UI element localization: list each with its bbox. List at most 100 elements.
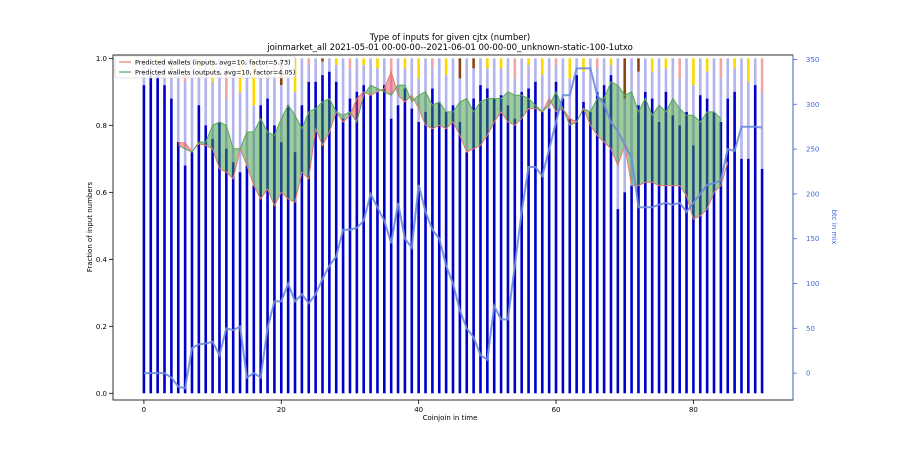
bar-top — [705, 58, 709, 72]
bar-fresh — [575, 75, 578, 394]
bar-remix — [238, 91, 242, 173]
bar-fresh — [424, 111, 427, 394]
y-right-tick-label: 150 — [806, 235, 819, 243]
bar-top — [451, 58, 455, 72]
bar-top — [685, 58, 688, 76]
bar-fresh — [328, 71, 331, 394]
bar-remix — [410, 75, 414, 109]
bar-remix — [403, 68, 407, 89]
bar-top — [534, 58, 537, 66]
bar-fresh — [664, 91, 668, 394]
bar-top — [314, 58, 317, 66]
bar-fresh — [671, 115, 675, 394]
fill-outputs-segment — [487, 98, 495, 136]
bar-fresh — [431, 88, 434, 394]
fill-outputs-segment — [308, 108, 316, 179]
bar-fresh — [149, 75, 153, 394]
bar-top — [644, 58, 647, 69]
bar-remix — [334, 65, 338, 82]
bar-remix — [259, 75, 262, 106]
bar-fresh — [176, 142, 180, 394]
bar-fresh — [499, 95, 503, 394]
bar-fresh — [637, 105, 640, 394]
bar-fresh — [527, 88, 530, 394]
bar-remix — [273, 81, 276, 126]
bar-top — [225, 58, 228, 99]
bar-remix — [760, 91, 764, 169]
bar-fresh — [245, 165, 249, 394]
bar-fresh — [692, 145, 695, 394]
fill-outputs-segment — [246, 132, 254, 186]
bar-remix — [376, 68, 379, 92]
bar-top — [561, 58, 565, 69]
fill-outputs-segment — [315, 101, 323, 146]
y-axis-label: Fraction of input numbers — [86, 181, 94, 272]
fill-outputs-segment — [514, 95, 522, 126]
bar-top — [712, 58, 716, 76]
bar-fresh — [554, 81, 558, 394]
fill-outputs-segment — [473, 101, 481, 149]
bar-top — [389, 58, 393, 79]
y-right-tick-label: 50 — [806, 325, 815, 333]
bar-fresh — [616, 209, 620, 394]
bar-top — [595, 58, 599, 69]
bar-remix — [753, 65, 757, 86]
bar-remix — [183, 81, 187, 166]
bar-fresh — [341, 118, 345, 394]
bar-fresh — [355, 91, 359, 394]
x-tick-label: 80 — [689, 406, 698, 414]
y-axis-right-label: btc in mix — [830, 210, 838, 245]
fill-outputs-segment — [253, 118, 261, 200]
bar-remix — [170, 71, 173, 99]
bar-top — [376, 58, 379, 69]
bar-top — [492, 58, 496, 69]
chart-subtitle: joinmarket_all 2021-05-01 00-00-00--2021… — [266, 43, 633, 53]
legend-entry-inputs: Predicted wallets (inputs, avg=10, facto… — [135, 59, 291, 67]
bar-fresh — [286, 105, 290, 394]
bar-remix — [383, 65, 386, 86]
y-right-tick-label: 250 — [806, 146, 819, 154]
bar-top — [692, 58, 695, 86]
bar-fresh — [437, 101, 441, 394]
fill-outputs-segment — [693, 115, 701, 220]
bar-fresh — [726, 98, 730, 394]
bar-remix — [678, 78, 681, 126]
legend: Predicted wallets (inputs, avg=10, facto… — [114, 55, 296, 79]
bar-remix — [355, 68, 359, 92]
fill-outputs-segment — [226, 125, 234, 179]
y-tick-label: 0.6 — [96, 189, 108, 197]
bar-top — [657, 58, 661, 79]
x-tick-label: 40 — [414, 406, 423, 414]
bar-fresh — [197, 105, 201, 394]
fill-outputs-segment — [714, 111, 721, 193]
fill-outputs-segment — [501, 91, 508, 122]
bar-fresh — [225, 148, 228, 394]
fill-inputs-segment — [569, 118, 577, 126]
fill-outputs-segment — [686, 115, 694, 220]
fill-inputs-segment — [349, 98, 357, 122]
y-axis-left: 0.0 0.2 0.4 0.6 0.8 1.0 — [96, 55, 113, 398]
bar-top — [520, 58, 523, 69]
bar-remix — [561, 68, 565, 99]
fill-outputs-segment — [288, 105, 296, 203]
fill-outputs-segment — [617, 85, 625, 166]
bar-fresh — [740, 158, 743, 394]
bar-fresh — [513, 118, 517, 394]
fill-outputs-segment — [260, 118, 268, 200]
bar-top — [547, 58, 551, 72]
bar-remix — [520, 68, 523, 92]
bar-top — [431, 58, 434, 69]
bar-remix — [726, 68, 730, 99]
bar-fresh — [389, 118, 393, 394]
bar-top — [321, 58, 324, 62]
bar-top — [472, 58, 475, 69]
fill-outputs-segment — [672, 98, 680, 186]
bar-fresh — [595, 91, 599, 394]
bar-fresh — [279, 142, 283, 394]
bar-remix — [595, 68, 599, 92]
bar-top — [602, 58, 606, 66]
x-tick-label: 60 — [552, 406, 561, 414]
bar-top — [465, 58, 469, 92]
bar-remix — [225, 98, 228, 149]
bar-top — [726, 58, 730, 69]
